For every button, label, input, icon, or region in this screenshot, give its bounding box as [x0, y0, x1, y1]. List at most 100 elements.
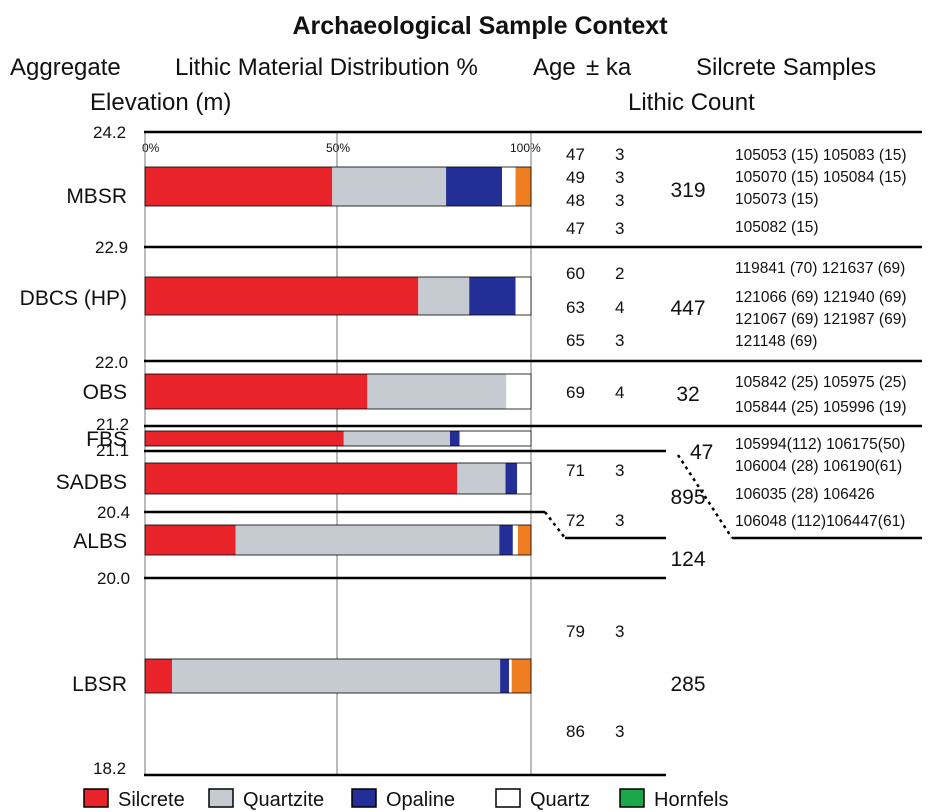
bar-segment-silcrete	[145, 431, 344, 446]
bar-outline	[144, 524, 532, 556]
sample-line: 105994(112) 106175(50)	[735, 436, 905, 453]
age-error: 4	[615, 298, 624, 317]
lithic-count: 285	[670, 673, 705, 696]
elev-21-2: 21.2	[96, 415, 129, 434]
bar-segment-quartzite	[332, 167, 447, 206]
elev-22-9: 22.9	[95, 238, 128, 257]
bar-segment-opaline	[449, 431, 460, 446]
sample-line: 105070 (15) 105084 (15)	[735, 169, 907, 186]
legend-label-quartzite: Quartzite	[243, 789, 324, 811]
bar-segment-quartzite	[235, 525, 500, 555]
unit-mbsr: MBSR 47 3 49 3 48 3 47 3 319 105053 (15) 105083 (1…	[66, 145, 906, 238]
unit-label-mbsr: MBSR	[66, 185, 127, 208]
bar-segment-quartz	[502, 167, 516, 206]
age-value: 60	[566, 264, 585, 283]
bar-outline	[144, 276, 532, 316]
age-error: 3	[615, 511, 624, 530]
pct-tick-0: 0%	[142, 141, 160, 155]
age-error: 3	[615, 622, 624, 641]
sample-line: 106035 (28) 106426	[735, 486, 875, 503]
lithic-count: 447	[670, 297, 705, 320]
unit-label-obs: OBS	[83, 381, 127, 404]
legend-item-quartz: Quartz	[495, 788, 590, 811]
age-error: 3	[615, 145, 624, 164]
dotted-connectors	[544, 454, 734, 539]
bar-segment-quartz	[508, 659, 512, 693]
age-value: 72	[566, 511, 585, 530]
unit-label-sadbs: SADBS	[56, 471, 127, 494]
age-value: 65	[566, 331, 585, 350]
bar-segment-silcrete	[145, 525, 236, 555]
bar-segment-other	[515, 167, 531, 206]
bar-segment-opaline	[469, 277, 516, 315]
unit-albs: ALBS 72 3 124	[73, 511, 706, 571]
bar-segment-quartz	[512, 525, 518, 555]
bar-outline	[144, 462, 532, 495]
bar-segment-other	[511, 659, 531, 693]
age-error: 3	[615, 331, 624, 350]
age-value: 47	[566, 145, 585, 164]
header-elevation: Elevation (m)	[90, 89, 231, 116]
header-aggregate: Aggregate	[10, 54, 121, 81]
legend-swatch-quartzite	[208, 788, 234, 808]
header-silcrete-samples: Silcrete Samples	[696, 54, 876, 81]
age-error: 4	[615, 383, 624, 402]
sample-line: 105844 (25) 105996 (19)	[735, 399, 907, 416]
age-value: 86	[566, 722, 585, 741]
header-lithic-count: Lithic Count	[628, 89, 755, 116]
age-error: 3	[615, 461, 624, 480]
age-value: 63	[566, 298, 585, 317]
lithic-count: 32	[676, 383, 699, 406]
age-value: 69	[566, 383, 585, 402]
legend-item-hornfels: Hornfels	[619, 788, 728, 811]
lithic-count: 319	[670, 179, 705, 202]
age-error: 3	[615, 219, 624, 238]
sample-line: 121148 (69)	[735, 333, 817, 350]
bar-segment-quartz	[517, 463, 531, 494]
bar-segment-opaline	[500, 659, 509, 693]
bar-segment-quartzite	[457, 463, 506, 494]
unit-lbsr: LBSR 79 3 86 3 285	[72, 622, 705, 741]
units-layer: MBSR 47 3 49 3 48 3 47 3 319 105053 (15) 105083 (1…	[20, 145, 907, 741]
bar-segment-quartzite	[367, 374, 507, 409]
age-error: 3	[615, 722, 624, 741]
legend-label-opaline: Opaline	[386, 789, 455, 811]
pct-tick-100: 100%	[510, 141, 541, 155]
header-lithic-distribution: Lithic Material Distribution %	[175, 54, 478, 81]
legend-swatch-silcrete	[83, 788, 109, 808]
pct-tick-50: 50%	[326, 141, 350, 155]
elevation-lines	[144, 130, 922, 777]
unit-label-lbsr: LBSR	[72, 673, 127, 696]
elevation-labels: 24.2 22.9 22.0 21.2 21.1 20.4 20.0 18.2	[93, 123, 130, 778]
sample-line: 121067 (69) 121987 (69)	[735, 311, 907, 328]
connector-sadbs-samples	[676, 454, 734, 539]
unit-label-dbcs-hp: DBCS (HP)	[20, 287, 127, 310]
legend-swatch-quartz	[495, 788, 521, 808]
bar-segment-other	[517, 525, 531, 555]
bar-segment-opaline	[499, 525, 513, 555]
bar-segment-quartz	[459, 431, 531, 446]
unit-dbcs-hp: DBCS (HP) 60 2 63 4 65 3 447 119841 (70) 121637 …	[20, 260, 907, 350]
bar-segment-silcrete	[145, 659, 173, 693]
unit-label-fbs: FBS	[86, 428, 127, 451]
sample-line: 105082 (15)	[735, 219, 819, 236]
age-value: 71	[566, 461, 585, 480]
legend-item-quartzite: Quartzite	[208, 788, 324, 811]
legend-label-quartz: Quartz	[530, 789, 590, 811]
legend: Silcrete Quartzite Opaline Quartz Hornfels	[83, 788, 728, 811]
lithic-count: 895	[670, 486, 705, 509]
sample-line: 105073 (15)	[735, 191, 819, 208]
elev-20-4: 20.4	[97, 503, 130, 522]
age-value: 47	[566, 219, 585, 238]
sample-line: 105053 (15) 105083 (15)	[735, 147, 907, 164]
bar-segment-silcrete	[145, 277, 419, 315]
legend-swatch-opaline	[351, 788, 377, 808]
header-age: Age	[533, 54, 576, 81]
bar-outline	[144, 166, 532, 207]
bar-segment-opaline	[505, 463, 518, 494]
sample-line: 121066 (69) 121940 (69)	[735, 289, 907, 306]
sample-line: 105842 (25) 105975 (25)	[735, 374, 907, 391]
age-error: 3	[615, 191, 624, 210]
bar-outline	[144, 373, 532, 410]
